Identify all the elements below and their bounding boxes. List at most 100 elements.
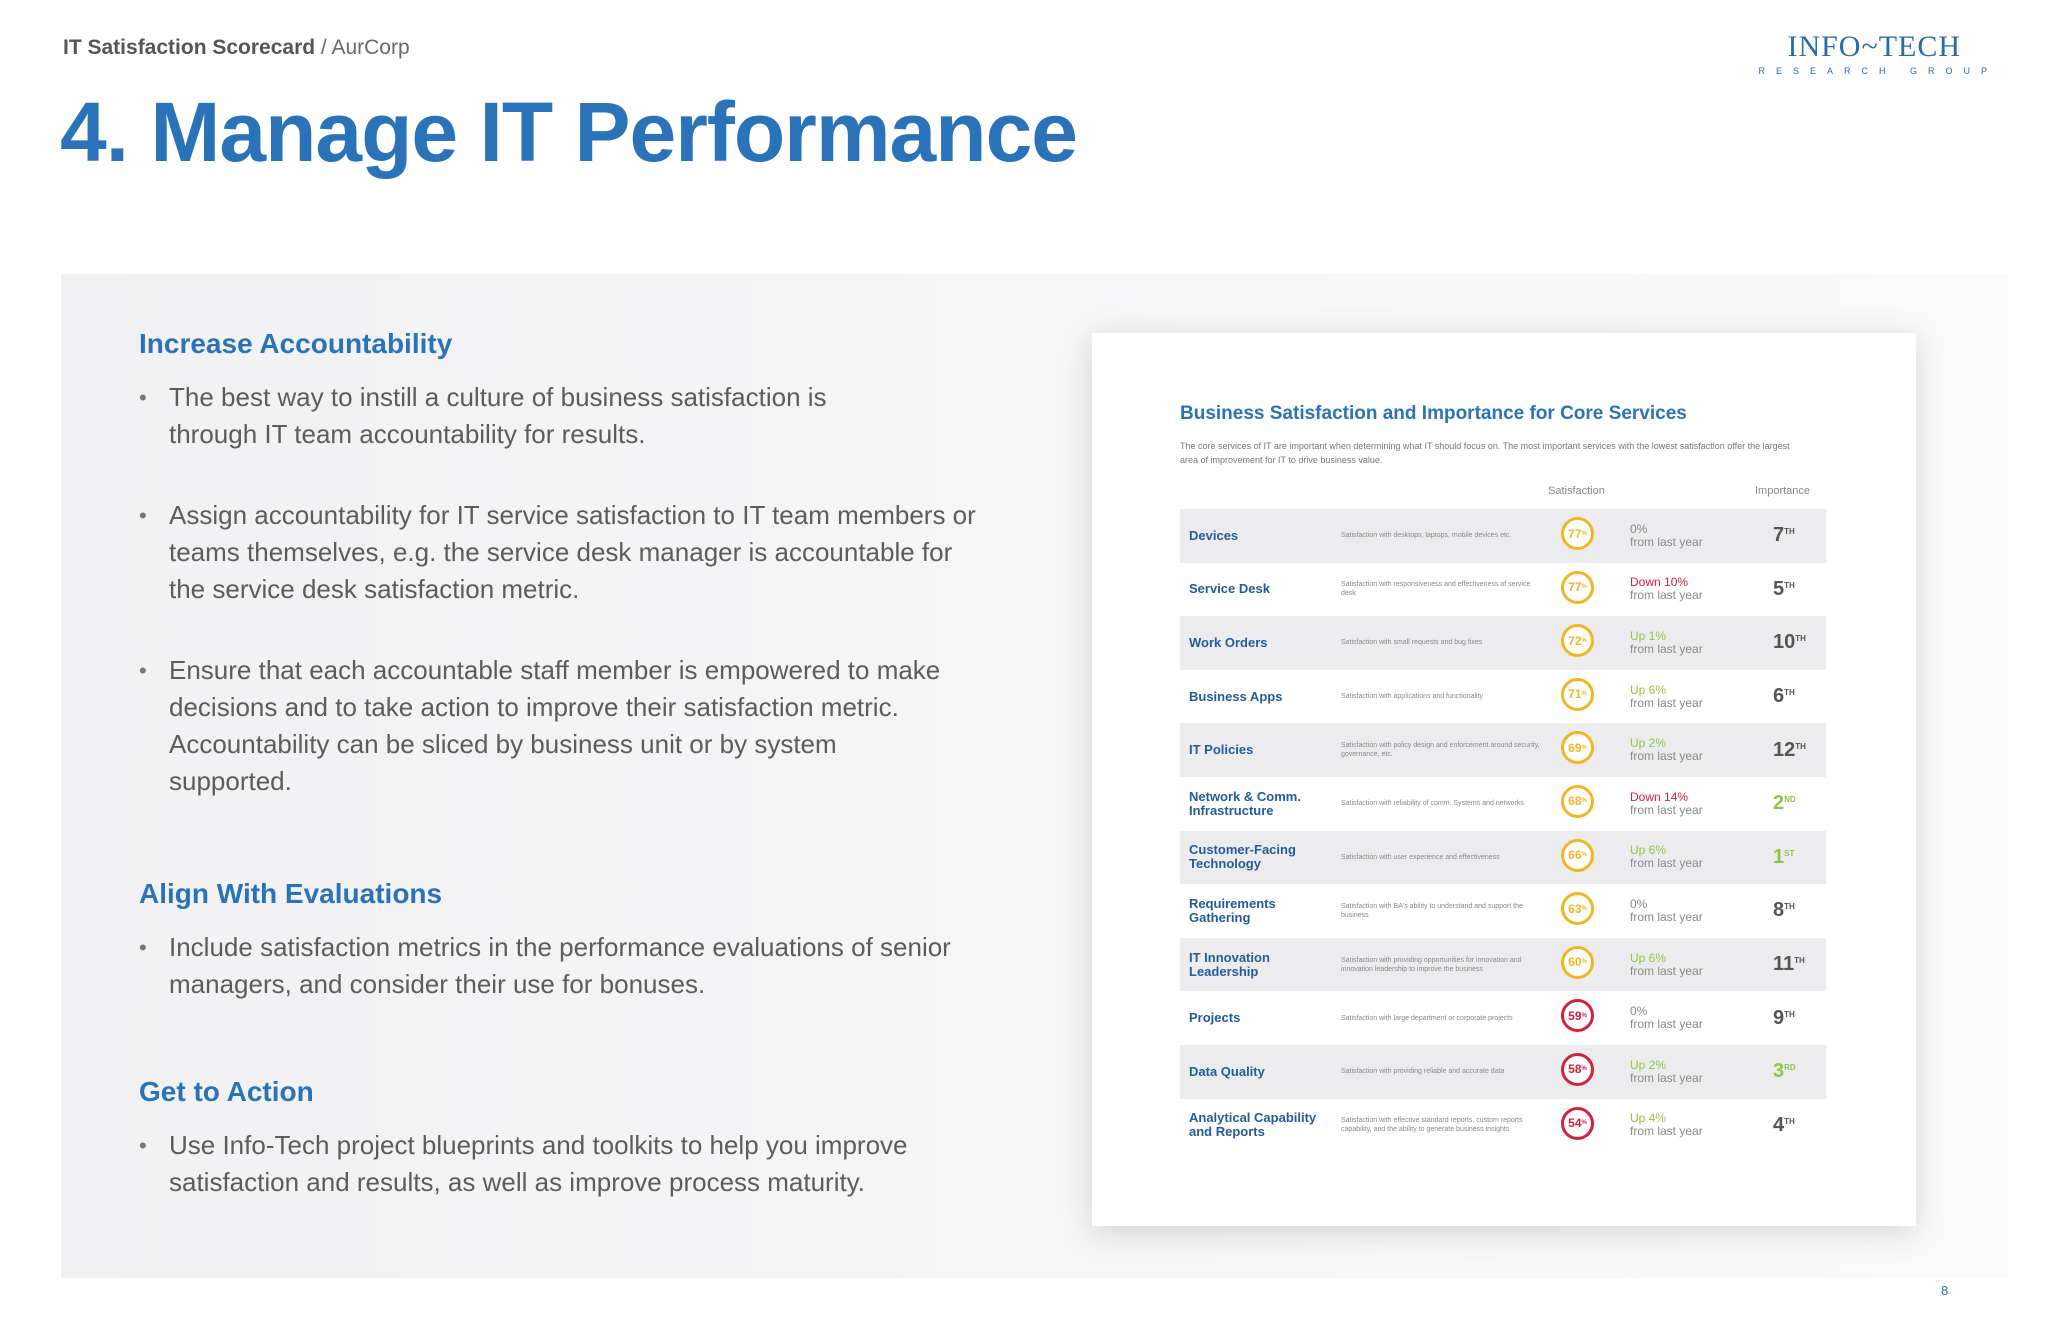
score-unit: % [1581, 530, 1587, 537]
action-bullets: Use Info-Tech project blueprints and too… [139, 1127, 1019, 1201]
satisfaction-score: 69 [1568, 740, 1582, 755]
rank-number: 6 [1773, 685, 1785, 708]
page-title: 4. Manage IT Performance [60, 85, 1078, 179]
change-value: Up 6% [1630, 843, 1667, 858]
evaluations-bullets: Include satisfaction metrics in the perf… [139, 929, 989, 1003]
table-row: Devices Satisfaction with desktops, lapto… [1180, 509, 1826, 563]
card-title: Business Satisfaction and Importance for… [1180, 403, 1687, 424]
satisfaction-score-ring: 71% [1561, 677, 1594, 711]
service-name: Analytical Capability and Reports [1189, 1110, 1317, 1140]
rank-ordinal: TH [1784, 527, 1795, 537]
service-name: Customer-Facing Technology [1189, 842, 1296, 872]
change-suffix: from last year [1630, 909, 1703, 924]
service-description: Satisfaction with providing reliable and… [1341, 1068, 1505, 1076]
score-unit: % [1581, 798, 1587, 805]
change-value: 0% [1630, 1004, 1648, 1019]
importance-rank: 5TH [1773, 578, 1795, 601]
rank-number: 9 [1773, 1006, 1785, 1029]
service-name: Network & Comm. Infrastructure [1189, 788, 1301, 818]
change-suffix: from last year [1630, 1070, 1703, 1085]
satisfaction-score-ring: 59% [1561, 999, 1594, 1033]
section-heading-accountability: Increase Accountability [139, 328, 453, 359]
page-number: 8 [1941, 1283, 1949, 1298]
logo-wordmark: INFO~TECH [1787, 30, 1962, 63]
rank-number: 4 [1773, 1113, 1785, 1136]
importance-rank: 3RD [1773, 1060, 1796, 1083]
change-value: Up 6% [1630, 682, 1667, 697]
score-unit: % [1581, 905, 1587, 912]
change-suffix: from last year [1630, 641, 1703, 656]
rank-number: 10 [1773, 631, 1796, 654]
service-name: Requirements Gathering [1189, 895, 1276, 925]
satisfaction-score: 71 [1568, 687, 1582, 702]
satisfaction-score: 63 [1568, 901, 1582, 916]
rank-number: 1 [1773, 845, 1785, 868]
rank-number: 2 [1773, 792, 1785, 815]
rank-ordinal: TH [1784, 1116, 1795, 1126]
year-over-year-change: Up 2% from last year [1630, 737, 1703, 763]
satisfaction-score-ring: 63% [1561, 892, 1594, 926]
service-name: Projects [1189, 1010, 1241, 1026]
table-row: Data Quality Satisfaction with providing … [1180, 1044, 1826, 1099]
importance-rank: 10TH [1773, 631, 1806, 654]
rank-ordinal: RD [1784, 1063, 1796, 1073]
rank-number: 11 [1773, 953, 1795, 976]
change-suffix: from last year [1630, 695, 1703, 710]
year-over-year-change: Up 4% from last year [1630, 1112, 1703, 1138]
table-row: Projects Satisfaction with large departme… [1180, 991, 1826, 1045]
service-description: Satisfaction with large department or co… [1341, 1014, 1513, 1022]
satisfaction-column-header: Satisfaction [1548, 485, 1605, 497]
importance-rank: 12TH [1773, 739, 1806, 762]
service-name: IT Policies [1189, 742, 1254, 758]
importance-rank: 11TH [1773, 953, 1805, 976]
satisfaction-score-ring: 72% [1561, 624, 1594, 658]
accountability-bullets: The best way to instill a culture of bus… [139, 379, 989, 800]
score-unit: % [1581, 1012, 1587, 1019]
change-value: Down 14% [1630, 789, 1689, 804]
rank-ordinal: TH [1784, 688, 1795, 698]
change-value: 0% [1630, 521, 1648, 536]
change-value: Up 2% [1630, 736, 1667, 751]
satisfaction-score: 77 [1568, 580, 1582, 595]
satisfaction-score: 58 [1568, 1062, 1582, 1077]
satisfaction-score: 68 [1568, 794, 1582, 809]
change-suffix: from last year [1630, 534, 1703, 549]
year-over-year-change: Up 2% from last year [1630, 1058, 1703, 1085]
breadcrumb-org: AurCorp [331, 36, 410, 59]
score-unit: % [1581, 852, 1587, 859]
importance-rank: 1ST [1773, 846, 1794, 869]
table-row: Service Desk Satisfaction with responsive… [1180, 563, 1826, 617]
table-row: Business Apps Satisfaction with applicati… [1180, 670, 1826, 724]
table-row: Work Orders Satisfaction with small reque… [1180, 616, 1826, 670]
service-description: Satisfaction with responsiveness and eff… [1341, 581, 1531, 598]
score-unit: % [1581, 744, 1587, 751]
breadcrumb-separator: / [315, 36, 332, 59]
change-value: Up 4% [1630, 1111, 1667, 1126]
card-description: The core services of IT are important wh… [1180, 441, 1790, 465]
service-description: Satisfaction with providing opportunitie… [1341, 956, 1522, 973]
service-name: Data Quality [1189, 1063, 1265, 1079]
rank-ordinal: TH [1784, 1009, 1795, 1019]
importance-rank: 8TH [1773, 899, 1795, 922]
service-name: Service Desk [1189, 581, 1270, 597]
importance-rank: 7TH [1773, 524, 1795, 547]
service-description: Satisfaction with small requests and bug… [1341, 639, 1483, 647]
score-unit: % [1581, 959, 1587, 966]
change-value: Down 10% [1630, 575, 1689, 590]
change-suffix: from last year [1630, 963, 1703, 978]
service-description: Satisfaction with effective standard rep… [1341, 1117, 1523, 1134]
score-unit: % [1581, 1120, 1587, 1127]
section-heading-evaluations: Align With Evaluations [139, 878, 443, 909]
rank-number: 8 [1773, 899, 1785, 922]
satisfaction-score-ring: 77% [1561, 517, 1594, 550]
service-description: Satisfaction with applications and funct… [1341, 693, 1484, 701]
year-over-year-change: 0% from last year [1630, 521, 1703, 549]
satisfaction-score-ring: 66% [1561, 838, 1594, 872]
bullet-item: Assign accountability for IT service sat… [139, 497, 989, 608]
rank-ordinal: TH [1795, 741, 1806, 751]
logo-tagline: RESEARCH GROUP [1758, 66, 1998, 76]
service-description: Satisfaction with BA's ability to unders… [1341, 902, 1523, 919]
rank-ordinal: ST [1784, 848, 1795, 858]
service-description: Satisfaction with reliability of comm. S… [1341, 800, 1524, 808]
table-row: IT Policies Satisfaction with policy desi… [1180, 723, 1826, 777]
